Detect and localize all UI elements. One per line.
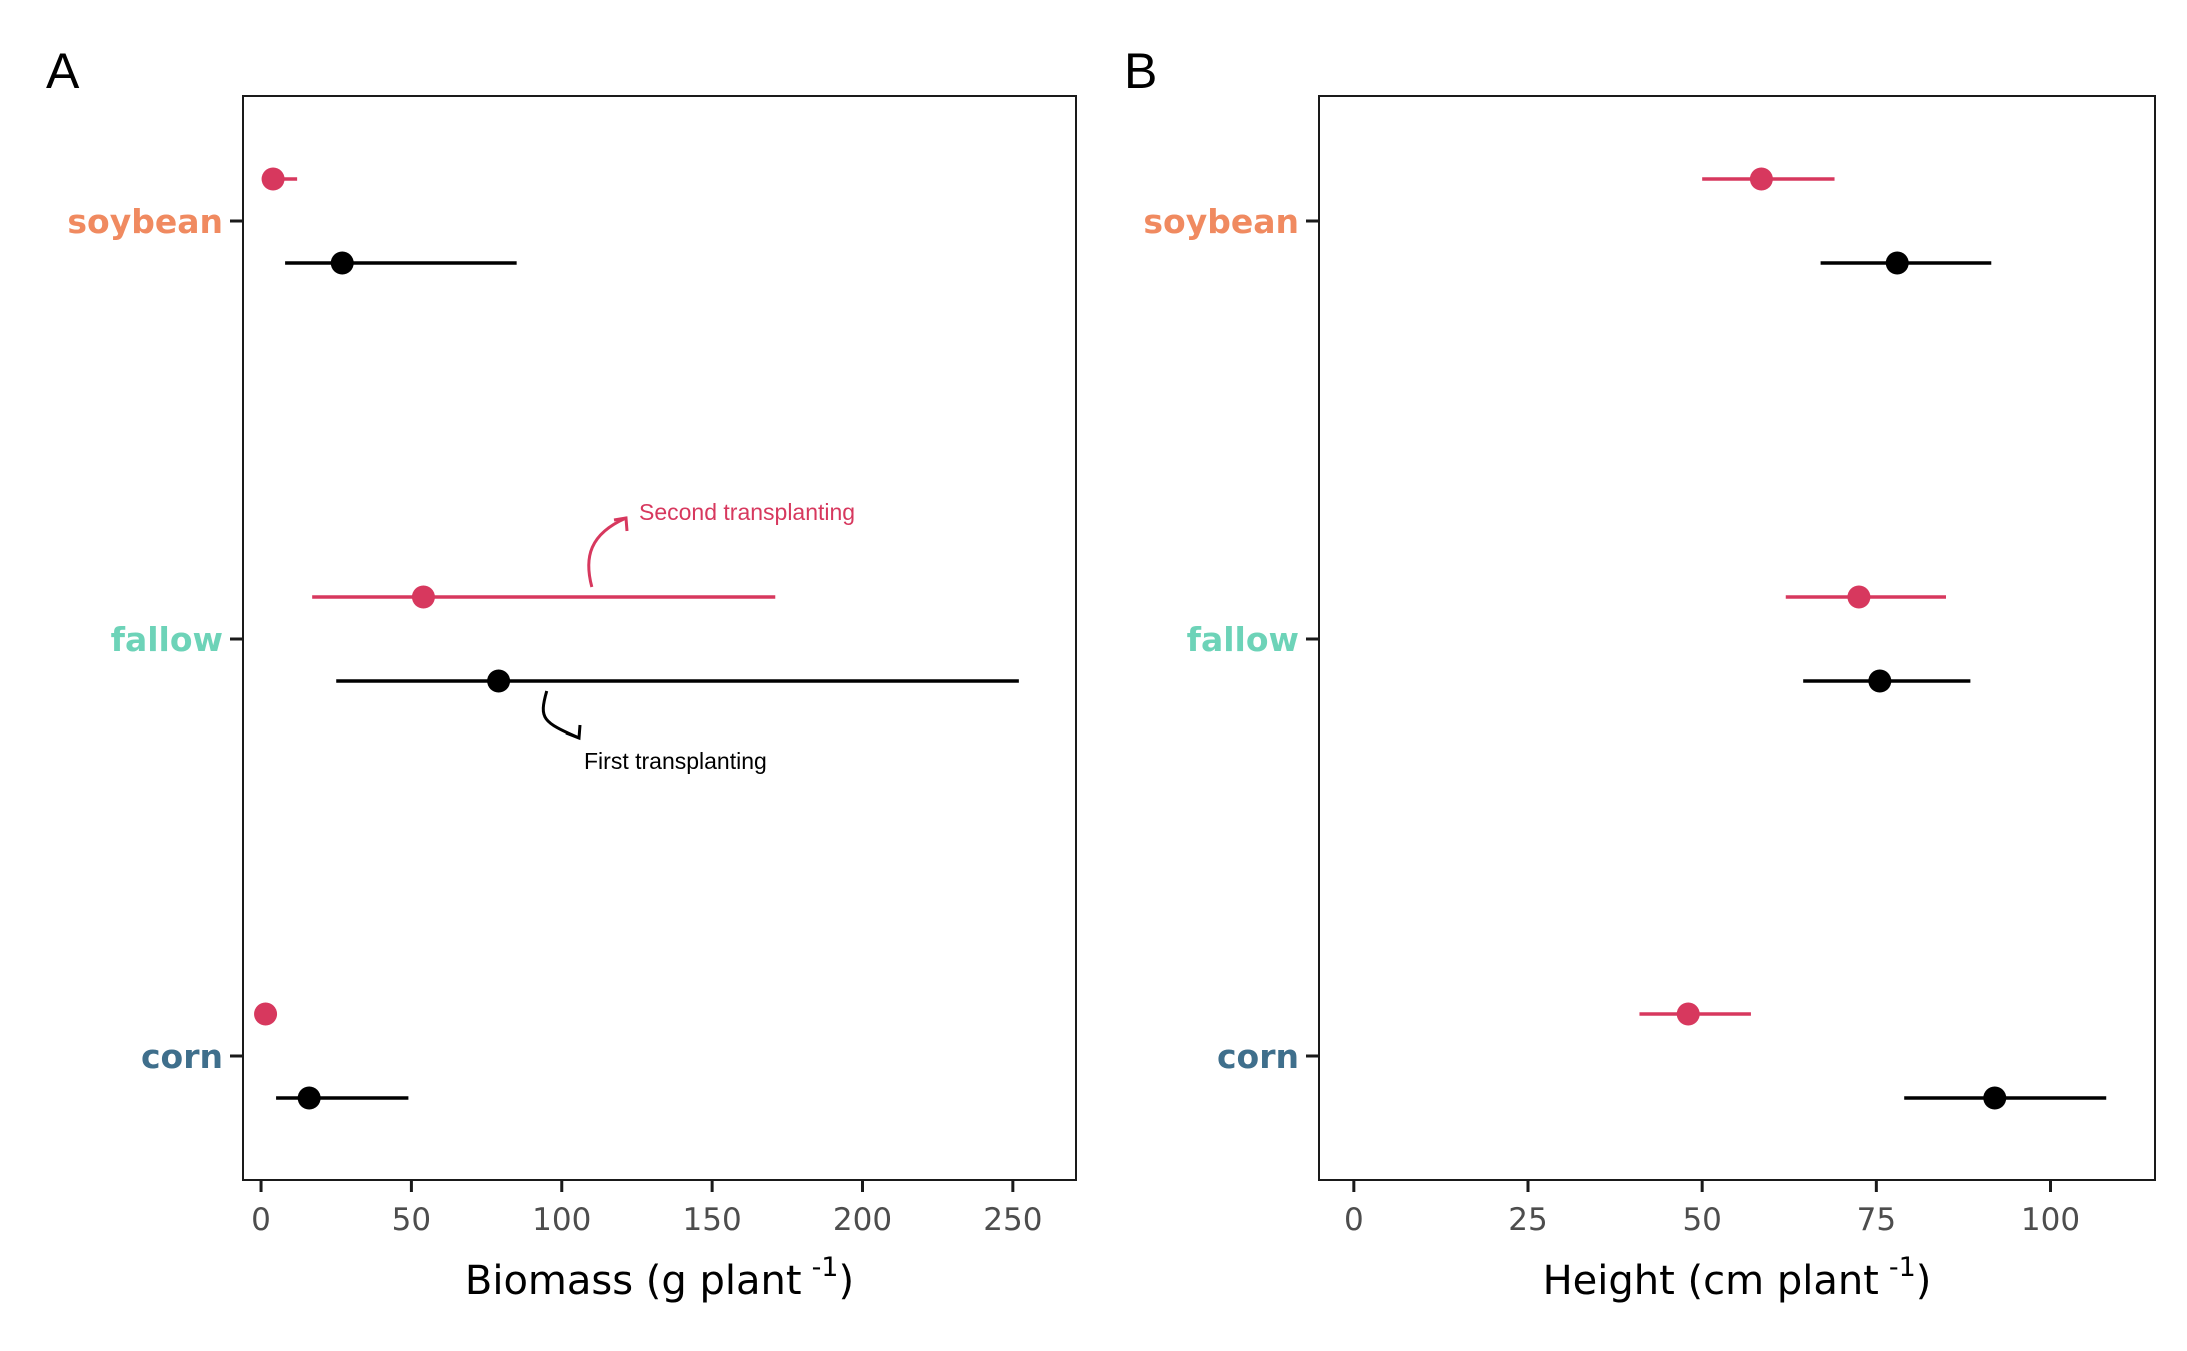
second-point-soybean bbox=[261, 167, 285, 191]
second-point-corn bbox=[254, 1002, 278, 1026]
annotation-first-transplanting: First transplanting bbox=[584, 748, 767, 774]
x-axis-title-main: Height (cm plant bbox=[1543, 1258, 1879, 1304]
x-axis-title-close: ) bbox=[1916, 1258, 1932, 1304]
x-tick-label-75: 75 bbox=[1857, 1202, 1896, 1238]
annotation-second-transplanting: Second transplanting bbox=[639, 499, 855, 525]
x-tick-label-200: 200 bbox=[833, 1202, 892, 1238]
y-tick-label-soybean: soybean bbox=[1143, 202, 1299, 241]
x-tick-label-250: 250 bbox=[983, 1202, 1042, 1238]
second-point-fallow bbox=[1847, 585, 1871, 609]
first-point-fallow bbox=[487, 669, 511, 693]
x-tick-label-0: 0 bbox=[1344, 1202, 1364, 1238]
second-point-fallow bbox=[411, 585, 435, 609]
plot-border bbox=[242, 95, 1077, 1181]
x-axis-title-main: Biomass (g plant bbox=[465, 1258, 802, 1304]
y-tick-label-corn: corn bbox=[1217, 1037, 1299, 1076]
x-axis-title-sup: -1 bbox=[1889, 1252, 1916, 1283]
plot-border bbox=[1318, 95, 2156, 1181]
x-axis-title: Height (cm plant -1) bbox=[1543, 1252, 1932, 1304]
first-point-soybean bbox=[330, 251, 354, 275]
annotation-arrow-first bbox=[541, 690, 580, 740]
x-axis-title-close: ) bbox=[838, 1258, 854, 1304]
x-tick-label-150: 150 bbox=[683, 1202, 742, 1238]
x-tick-label-25: 25 bbox=[1508, 1202, 1547, 1238]
x-tick-label-50: 50 bbox=[392, 1202, 431, 1238]
y-tick-label-corn: corn bbox=[141, 1037, 223, 1076]
panel-label: A bbox=[46, 43, 80, 99]
x-tick-label-50: 50 bbox=[1682, 1202, 1721, 1238]
first-point-corn bbox=[1983, 1086, 2007, 1110]
second-point-soybean bbox=[1749, 167, 1773, 191]
x-axis-title: Biomass (g plant -1) bbox=[465, 1252, 854, 1304]
annotation-arrow-second bbox=[587, 516, 627, 588]
x-axis-title-sup: -1 bbox=[812, 1252, 839, 1283]
second-point-corn bbox=[1676, 1002, 1700, 1026]
x-tick-label-0: 0 bbox=[251, 1202, 271, 1238]
panel-label: B bbox=[1124, 43, 1157, 99]
y-tick-label-fallow: fallow bbox=[1187, 620, 1299, 659]
first-point-fallow bbox=[1868, 669, 1892, 693]
first-point-corn bbox=[297, 1086, 321, 1110]
annotation-arrowhead-first bbox=[565, 724, 582, 741]
annotation-arrowhead-second bbox=[613, 516, 629, 532]
x-tick-label-100: 100 bbox=[2021, 1202, 2080, 1238]
y-tick-label-fallow: fallow bbox=[111, 620, 223, 659]
first-point-soybean bbox=[1885, 251, 1909, 275]
y-tick-label-soybean: soybean bbox=[67, 202, 223, 241]
x-tick-label-100: 100 bbox=[532, 1202, 591, 1238]
